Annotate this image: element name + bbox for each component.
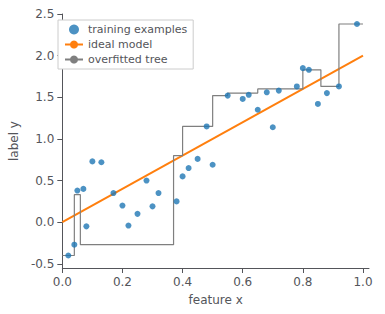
svg-text:1.5: 1.5 [35, 90, 54, 104]
svg-text:2.0: 2.0 [35, 49, 54, 63]
svg-text:0.8: 0.8 [293, 275, 312, 289]
svg-text:0.6: 0.6 [233, 275, 252, 289]
svg-text:0.0: 0.0 [35, 215, 54, 229]
svg-text:1.0: 1.0 [353, 275, 372, 289]
svg-text:overfitted tree: overfitted tree [88, 53, 168, 66]
svg-text:2.5: 2.5 [35, 7, 54, 21]
svg-text:0.0: 0.0 [53, 275, 72, 289]
svg-text:-0.5: -0.5 [31, 257, 54, 271]
svg-text:training examples: training examples [88, 23, 187, 36]
svg-text:1.0: 1.0 [35, 132, 54, 146]
svg-text:0.2: 0.2 [113, 275, 132, 289]
svg-text:feature x: feature x [189, 293, 243, 307]
svg-text:label y: label y [7, 121, 21, 161]
svg-text:0.4: 0.4 [173, 275, 192, 289]
svg-text:ideal model: ideal model [88, 38, 152, 51]
svg-text:0.5: 0.5 [35, 174, 54, 188]
